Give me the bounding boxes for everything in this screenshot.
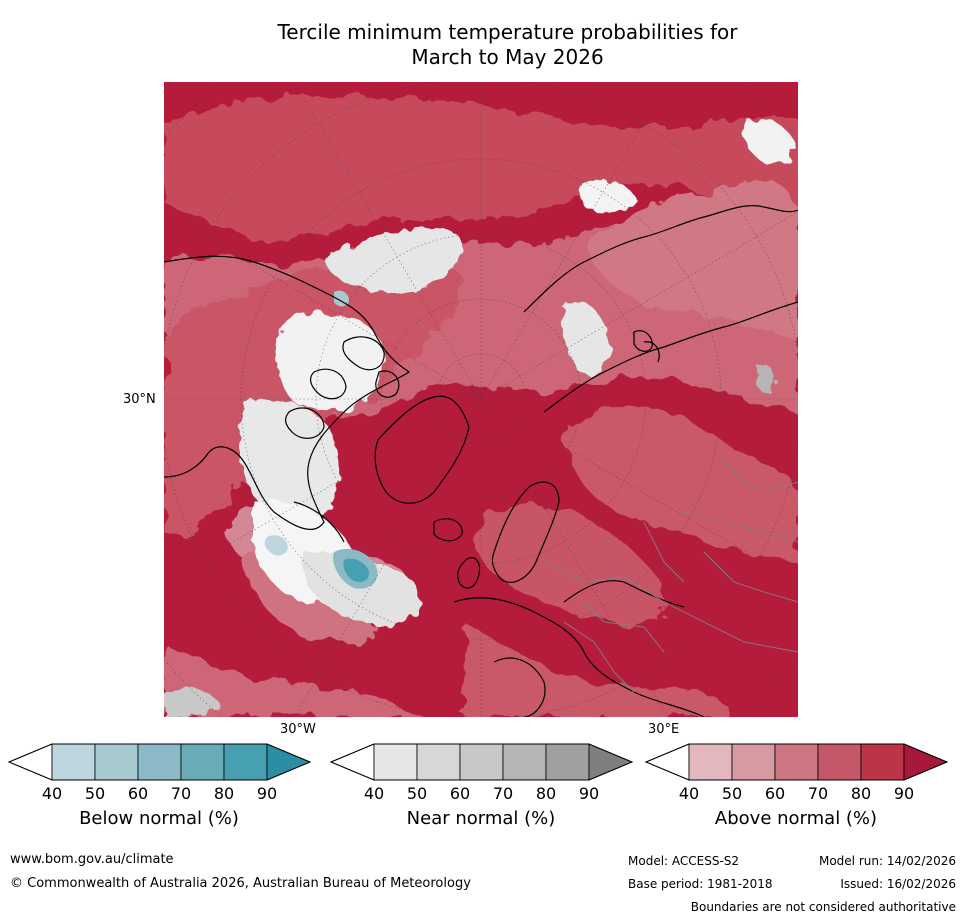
colorbar-arrow-low [644, 743, 690, 781]
copyright-text: © Commonwealth of Australia 2026, Austra… [10, 876, 471, 891]
colorbar-tick-label: 50 [721, 784, 743, 803]
colorbar-tick-label: 60 [127, 784, 149, 803]
colorbar-swatch [731, 743, 776, 781]
below-normal-patches [264, 290, 378, 589]
borders [543, 461, 798, 693]
colorbar-outline [329, 743, 634, 781]
colorbar-swatch [416, 743, 461, 781]
colorbar-title: Above normal (%) [714, 808, 878, 829]
model-run-date: Model run: 14/02/2026 [818, 854, 956, 868]
colorbar-title: Below normal (%) [79, 808, 239, 829]
colorbar-tick-label: 90 [893, 784, 915, 803]
colorbar-tick-label: 60 [449, 784, 471, 803]
colorbar-above-normal: Above normal (%) 40 50 60 70 80 90 [644, 743, 949, 834]
colorbar-tick-label: 60 [764, 784, 786, 803]
colorbar-tick-label: 40 [41, 784, 63, 803]
boundaries-disclaimer: Boundaries are not considered authoritat… [690, 900, 956, 914]
title-line-2: March to May 2026 [411, 45, 604, 69]
colorbar-tick-label: 80 [535, 784, 557, 803]
colorbar-tick-label: 80 [213, 784, 235, 803]
colorbar-title: Near normal (%) [406, 808, 556, 829]
issued-date: Issued: 16/02/2026 [840, 877, 956, 891]
colorbar-arrow-high [588, 743, 634, 781]
colorbar-arrow-low [7, 743, 53, 781]
colorbar-swatch [817, 743, 862, 781]
probability-map[interactable] [164, 82, 798, 717]
colorbar-tick-label: 70 [170, 784, 192, 803]
colorbar-tick-label: 50 [406, 784, 428, 803]
colorbar-outline [644, 743, 949, 781]
colorbar-swatches [7, 743, 312, 781]
colorbar-tick-label: 40 [363, 784, 385, 803]
title-line-1: Tercile minimum temperature probabilitie… [277, 20, 738, 44]
chart-title: Tercile minimum temperature probabilitie… [200, 20, 815, 70]
colorbar-swatches [644, 743, 949, 781]
coastlines [164, 205, 798, 717]
base-period: Base period: 1981-2018 [628, 877, 773, 891]
colorbar-swatch [137, 743, 182, 781]
model-name: Model: ACCESS-S2 [628, 854, 740, 868]
colorbar-tick-label: 80 [850, 784, 872, 803]
colorbar-swatch [94, 743, 139, 781]
colorbar-swatch [373, 743, 418, 781]
latitude-label-30n: 30°N [123, 392, 156, 407]
colorbar-swatch [51, 743, 96, 781]
colorbar-arrow-high [266, 743, 312, 781]
colorbar-tick-label: 90 [578, 784, 600, 803]
colorbar-tick-label: 70 [807, 784, 829, 803]
colorbar-swatch [459, 743, 504, 781]
longitude-label-30w: 30°W [280, 722, 316, 737]
near-normal-patches [164, 118, 794, 717]
colorbar-swatch [545, 743, 590, 781]
colorbar-swatch [860, 743, 905, 781]
website-link[interactable]: www.bom.gov.au/climate [10, 852, 174, 867]
colorbar-swatch [502, 743, 547, 781]
colorbar-arrow-low [329, 743, 375, 781]
colorbar-below-normal: Below normal (%) 40 50 60 70 80 90 [7, 743, 312, 834]
colorbar-swatch [223, 743, 268, 781]
colorbar-tick-label: 40 [678, 784, 700, 803]
colorbar-swatch [774, 743, 819, 781]
colorbar-swatches [329, 743, 634, 781]
colorbar-swatch [180, 743, 225, 781]
colorbar-arrow-high [903, 743, 949, 781]
colorbar-tick-label: 50 [84, 784, 106, 803]
longitude-label-30e: 30°E [648, 722, 680, 737]
colorbar-outline [7, 743, 312, 781]
colorbar-tick-label: 90 [256, 784, 278, 803]
colorbar-near-normal: Near normal (%) 40 50 60 70 80 90 [329, 743, 634, 834]
colorbar-tick-label: 70 [492, 784, 514, 803]
colorbar-swatch [688, 743, 733, 781]
